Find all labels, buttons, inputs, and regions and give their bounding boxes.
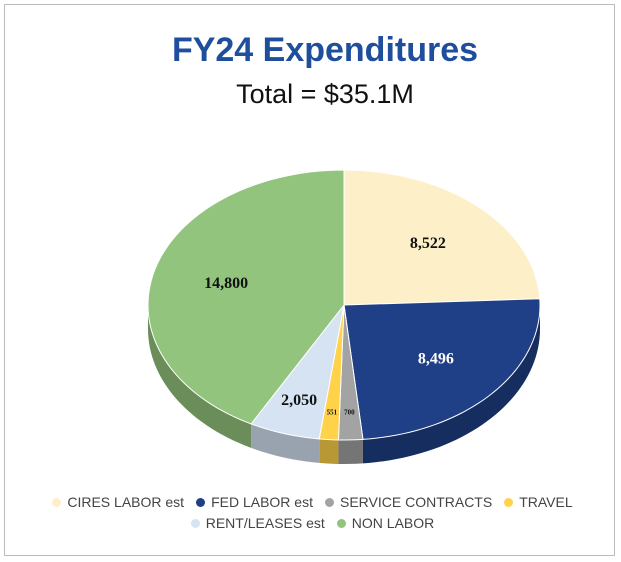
- legend-marker: [196, 497, 206, 507]
- slice-side: [319, 438, 339, 464]
- data-label: 14,800: [204, 275, 248, 292]
- legend-marker: [190, 518, 200, 528]
- slice-side: [148, 305, 252, 448]
- slice: [343, 169, 541, 306]
- slice-side: [251, 423, 320, 463]
- legend-marker: [336, 518, 346, 528]
- slice-side: [362, 305, 540, 464]
- chart-subtitle: Total = $35.1M: [236, 79, 414, 109]
- data-label: 2,050: [281, 392, 317, 409]
- legend-item: SERVICE CONTRACTS: [324, 494, 493, 510]
- data-label: 551: [327, 408, 338, 416]
- slice: [147, 169, 345, 425]
- slice-side: [338, 439, 363, 464]
- frame: [4, 4, 615, 556]
- legend-item: CIRES LABOR est: [52, 494, 184, 510]
- slice: [250, 304, 345, 440]
- legend-label: CIRES LABOR est: [67, 494, 185, 510]
- legend-item: RENT/LEASES est: [190, 515, 325, 531]
- legend-item: FED LABOR est: [196, 494, 313, 510]
- chart-title: FY24 Expenditures: [172, 31, 478, 69]
- legend-label: RENT/LEASES est: [205, 515, 325, 531]
- legend-label: SERVICE CONTRACTS: [339, 494, 493, 510]
- legend-label: FED LABOR est: [211, 494, 313, 510]
- legend-label: NON LABOR: [351, 515, 435, 531]
- legend-item: TRAVEL: [504, 494, 573, 510]
- data-label: 700: [344, 409, 355, 417]
- legend-label: TRAVEL: [519, 494, 573, 510]
- data-label: 8,496: [418, 350, 454, 367]
- legend-marker: [504, 497, 514, 507]
- legend-marker: [324, 497, 334, 507]
- data-label: 8,522: [410, 235, 446, 252]
- legend: CIRES LABOR est FED LABOR est SERVICE CONT…: [20, 494, 605, 531]
- legend-item: NON LABOR: [336, 515, 435, 531]
- legend-marker: [52, 497, 62, 507]
- slice: [343, 298, 541, 440]
